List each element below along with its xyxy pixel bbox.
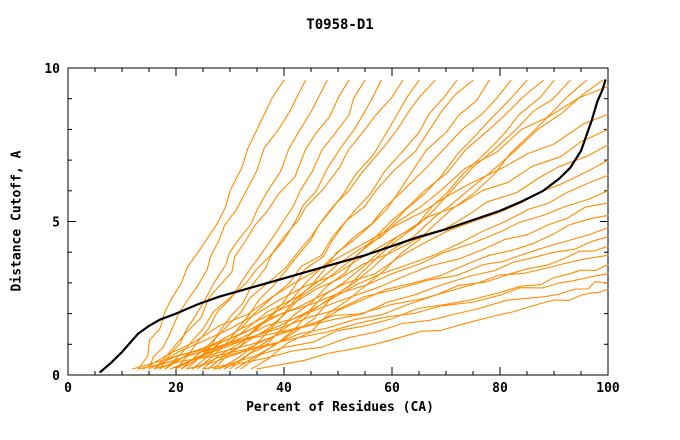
model-curve <box>256 288 609 370</box>
model-curve <box>132 254 609 370</box>
x-tick-label: 40 <box>276 381 292 396</box>
model-curve <box>137 227 609 370</box>
y-tick-label: 5 <box>52 216 60 231</box>
model-curve <box>191 79 474 370</box>
y-axis-label: Distance Cutoff, A <box>9 150 25 292</box>
plot-title: T0958-D1 <box>306 17 374 33</box>
model-curve <box>213 79 544 370</box>
x-tick-label: 60 <box>384 381 400 396</box>
model-curve <box>159 79 328 370</box>
model-curve <box>251 79 587 370</box>
model-curve <box>180 79 436 370</box>
model-curve <box>186 214 609 370</box>
model-curve <box>137 79 285 370</box>
model-curve <box>240 79 555 370</box>
model-curve <box>207 79 458 370</box>
model-curve <box>164 79 404 370</box>
x-tick-label: 20 <box>168 381 184 396</box>
model-curve <box>143 113 609 370</box>
model-curve <box>202 79 512 370</box>
model-curve <box>148 190 609 370</box>
x-tick-label: 80 <box>492 381 508 396</box>
model-curve <box>153 128 609 370</box>
model-curve <box>153 79 350 370</box>
reference-curve <box>99 79 607 373</box>
model-curve <box>159 202 609 370</box>
model-curve <box>170 236 609 370</box>
model-curve <box>153 273 609 370</box>
model-curve <box>186 79 382 370</box>
y-tick-label: 10 <box>44 62 60 77</box>
x-axis-label: Percent of Residues (CA) <box>246 400 434 415</box>
model-curve <box>213 281 609 370</box>
model-curve <box>175 85 609 370</box>
model-curve <box>202 263 609 370</box>
x-tick-label: 0 <box>64 381 72 396</box>
model-curve <box>148 79 307 370</box>
x-tick-label: 100 <box>596 381 620 396</box>
y-tick-label: 0 <box>52 369 60 384</box>
model-curve <box>229 79 528 370</box>
model-curve <box>175 79 366 370</box>
model-curve <box>164 144 609 370</box>
